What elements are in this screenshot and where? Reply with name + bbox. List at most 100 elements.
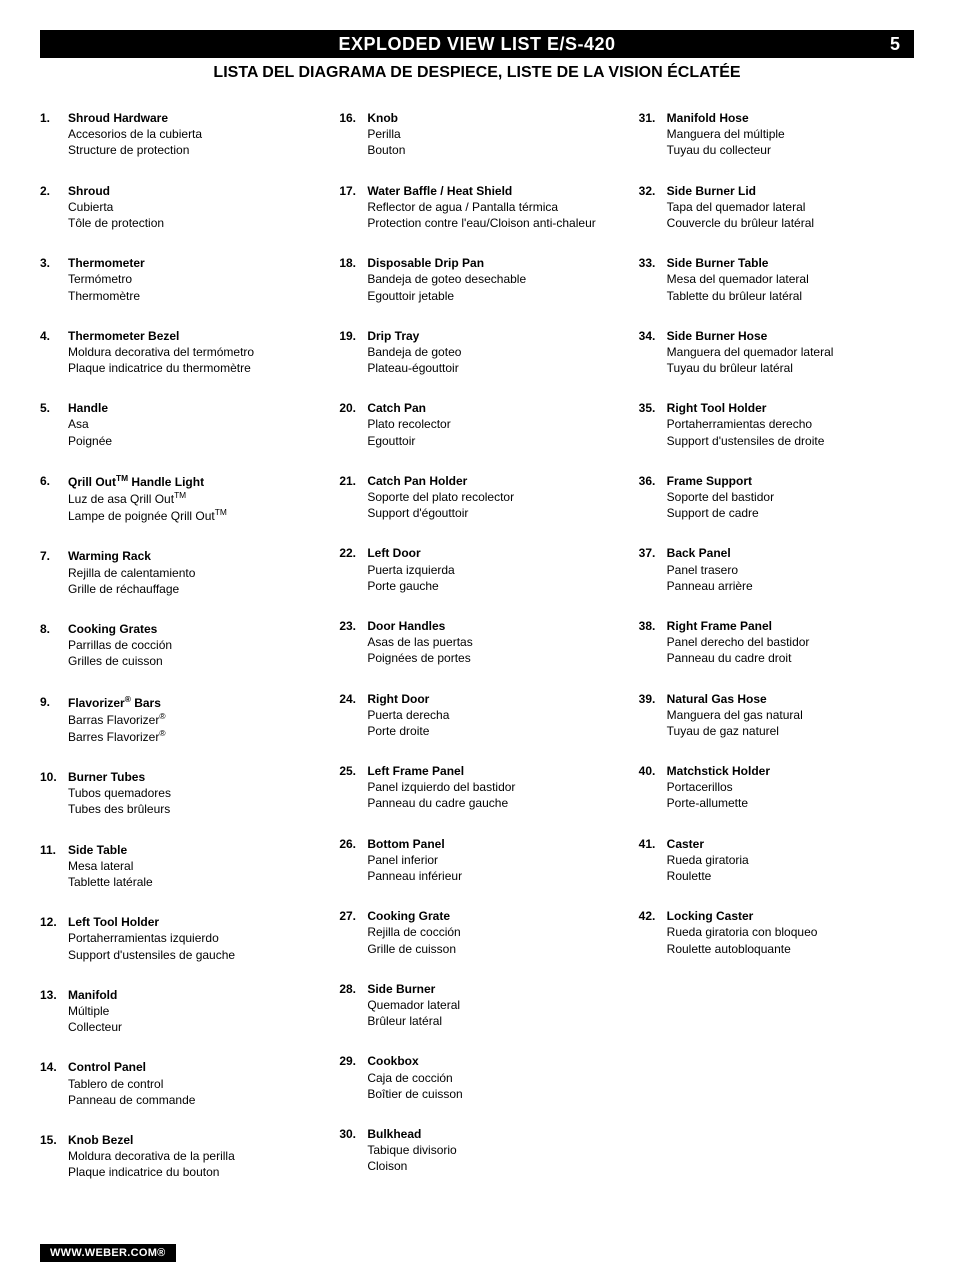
part-name-en: Catch Pan: [367, 400, 614, 416]
part-name-en: Shroud Hardware: [68, 110, 315, 126]
part-name-en: Cooking Grate: [367, 908, 614, 924]
part-body: Frame SupportSoporte del bastidorSupport…: [667, 473, 914, 522]
part-body: Knob BezelMoldura decorativa de la peril…: [68, 1132, 315, 1181]
part-number: 39.: [639, 691, 667, 740]
part-name-es: Tubos quemadores: [68, 785, 315, 801]
part-name-es: Bandeja de goteo: [367, 344, 614, 360]
part-number: 1.: [40, 110, 68, 159]
part-name-en: Qrill OutTM Handle Light: [68, 473, 315, 490]
part-name-fr: Tablette du brûleur latéral: [667, 288, 914, 304]
part-name-en: Right Door: [367, 691, 614, 707]
part-number: 3.: [40, 255, 68, 304]
part-name-fr: Roulette: [667, 868, 914, 884]
part-number: 11.: [40, 842, 68, 891]
part-name-es: Portacerillos: [667, 779, 914, 795]
part-name-fr: Grille de cuisson: [367, 941, 614, 957]
part-item: 31.Manifold HoseManguera del múltipleTuy…: [639, 110, 914, 159]
part-number: 18.: [339, 255, 367, 304]
part-name-en: Right Tool Holder: [667, 400, 914, 416]
part-item: 33.Side Burner TableMesa del quemador la…: [639, 255, 914, 304]
part-number: 33.: [639, 255, 667, 304]
part-name-en: Side Burner: [367, 981, 614, 997]
title-bar: EXPLODED VIEW LIST E/S-420 5: [40, 30, 914, 58]
part-name-en: Shroud: [68, 183, 315, 199]
part-number: 5.: [40, 400, 68, 449]
part-item: 4.Thermometer BezelMoldura decorativa de…: [40, 328, 315, 377]
part-number: 7.: [40, 548, 68, 597]
part-number: 32.: [639, 183, 667, 232]
part-name-en: Natural Gas Hose: [667, 691, 914, 707]
part-name-fr: Tuyau de gaz naturel: [667, 723, 914, 739]
part-name-es: Asa: [68, 416, 315, 432]
part-name-en: Manifold: [68, 987, 315, 1003]
part-name-fr: Barres Flavorizer®: [68, 728, 315, 745]
part-item: 25.Left Frame PanelPanel izquierdo del b…: [339, 763, 614, 812]
parts-list: 1.Shroud HardwareAccesorios de la cubier…: [40, 110, 914, 1204]
part-body: Right DoorPuerta derechaPorte droite: [367, 691, 614, 740]
part-item: 36.Frame SupportSoporte del bastidorSupp…: [639, 473, 914, 522]
part-name-fr: Egouttoir jetable: [367, 288, 614, 304]
part-name-fr: Brûleur latéral: [367, 1013, 614, 1029]
part-name-en: Caster: [667, 836, 914, 852]
part-number: 6.: [40, 473, 68, 525]
part-name-en: Water Baffle / Heat Shield: [367, 183, 614, 199]
part-name-en: Matchstick Holder: [667, 763, 914, 779]
parts-column: 16.KnobPerillaBouton17.Water Baffle / He…: [339, 110, 614, 1204]
part-item: 26.Bottom PanelPanel inferiorPanneau inf…: [339, 836, 614, 885]
part-body: Water Baffle / Heat ShieldReflector de a…: [367, 183, 614, 232]
part-name-es: Rejilla de cocción: [367, 924, 614, 940]
part-item: 5.HandleAsaPoignée: [40, 400, 315, 449]
part-number: 40.: [639, 763, 667, 812]
part-item: 19.Drip TrayBandeja de goteoPlateau-égou…: [339, 328, 614, 377]
part-name-es: Asas de las puertas: [367, 634, 614, 650]
part-name-es: Reflector de agua / Pantalla térmica: [367, 199, 614, 215]
part-name-es: Perilla: [367, 126, 614, 142]
part-body: ManifoldMúltipleCollecteur: [68, 987, 315, 1036]
part-name-en: Disposable Drip Pan: [367, 255, 614, 271]
part-name-en: Locking Caster: [667, 908, 914, 924]
part-body: Bottom PanelPanel inferiorPanneau inféri…: [367, 836, 614, 885]
part-body: Warming RackRejilla de calentamientoGril…: [68, 548, 315, 597]
part-body: Disposable Drip PanBandeja de goteo dese…: [367, 255, 614, 304]
part-body: Catch PanPlato recolectorEgouttoir: [367, 400, 614, 449]
part-name-en: Thermometer Bezel: [68, 328, 315, 344]
part-number: 31.: [639, 110, 667, 159]
part-body: Thermometer BezelMoldura decorativa del …: [68, 328, 315, 377]
part-item: 9.Flavorizer® BarsBarras Flavorizer®Barr…: [40, 694, 315, 746]
part-item: 41.CasterRueda giratoriaRoulette: [639, 836, 914, 885]
part-name-fr: Tubes des brûleurs: [68, 801, 315, 817]
part-name-fr: Panneau du cadre droit: [667, 650, 914, 666]
parts-column: 31.Manifold HoseManguera del múltipleTuy…: [639, 110, 914, 1204]
part-body: Drip TrayBandeja de goteoPlateau-égoutto…: [367, 328, 614, 377]
part-name-es: Moldura decorativa del termómetro: [68, 344, 315, 360]
part-item: 23.Door HandlesAsas de las puertasPoigné…: [339, 618, 614, 667]
part-item: 38.Right Frame PanelPanel derecho del ba…: [639, 618, 914, 667]
part-name-en: Knob: [367, 110, 614, 126]
part-name-fr: Plaque indicatrice du thermomètre: [68, 360, 315, 376]
part-number: 15.: [40, 1132, 68, 1181]
part-name-fr: Tuyau du brûleur latéral: [667, 360, 914, 376]
part-number: 29.: [339, 1053, 367, 1102]
part-name-fr: Bouton: [367, 142, 614, 158]
part-name-en: Door Handles: [367, 618, 614, 634]
part-item: 16.KnobPerillaBouton: [339, 110, 614, 159]
part-name-en: Handle: [68, 400, 315, 416]
part-body: Catch Pan HolderSoporte del plato recole…: [367, 473, 614, 522]
part-name-fr: Porte gauche: [367, 578, 614, 594]
part-name-en: Drip Tray: [367, 328, 614, 344]
subtitle: LISTA DEL DIAGRAMA DE DESPIECE, LISTE DE…: [40, 64, 914, 82]
part-item: 39.Natural Gas HoseManguera del gas natu…: [639, 691, 914, 740]
part-body: CasterRueda giratoriaRoulette: [667, 836, 914, 885]
part-name-en: Side Burner Lid: [667, 183, 914, 199]
part-name-es: Soporte del plato recolector: [367, 489, 614, 505]
part-name-es: Accesorios de la cubierta: [68, 126, 315, 142]
part-name-fr: Support de cadre: [667, 505, 914, 521]
part-item: 37.Back PanelPanel traseroPanneau arrièr…: [639, 545, 914, 594]
part-name-es: Mesa lateral: [68, 858, 315, 874]
part-number: 36.: [639, 473, 667, 522]
part-number: 25.: [339, 763, 367, 812]
part-body: Left DoorPuerta izquierdaPorte gauche: [367, 545, 614, 594]
part-name-es: Cubierta: [68, 199, 315, 215]
part-item: 2.ShroudCubiertaTôle de protection: [40, 183, 315, 232]
part-number: 23.: [339, 618, 367, 667]
